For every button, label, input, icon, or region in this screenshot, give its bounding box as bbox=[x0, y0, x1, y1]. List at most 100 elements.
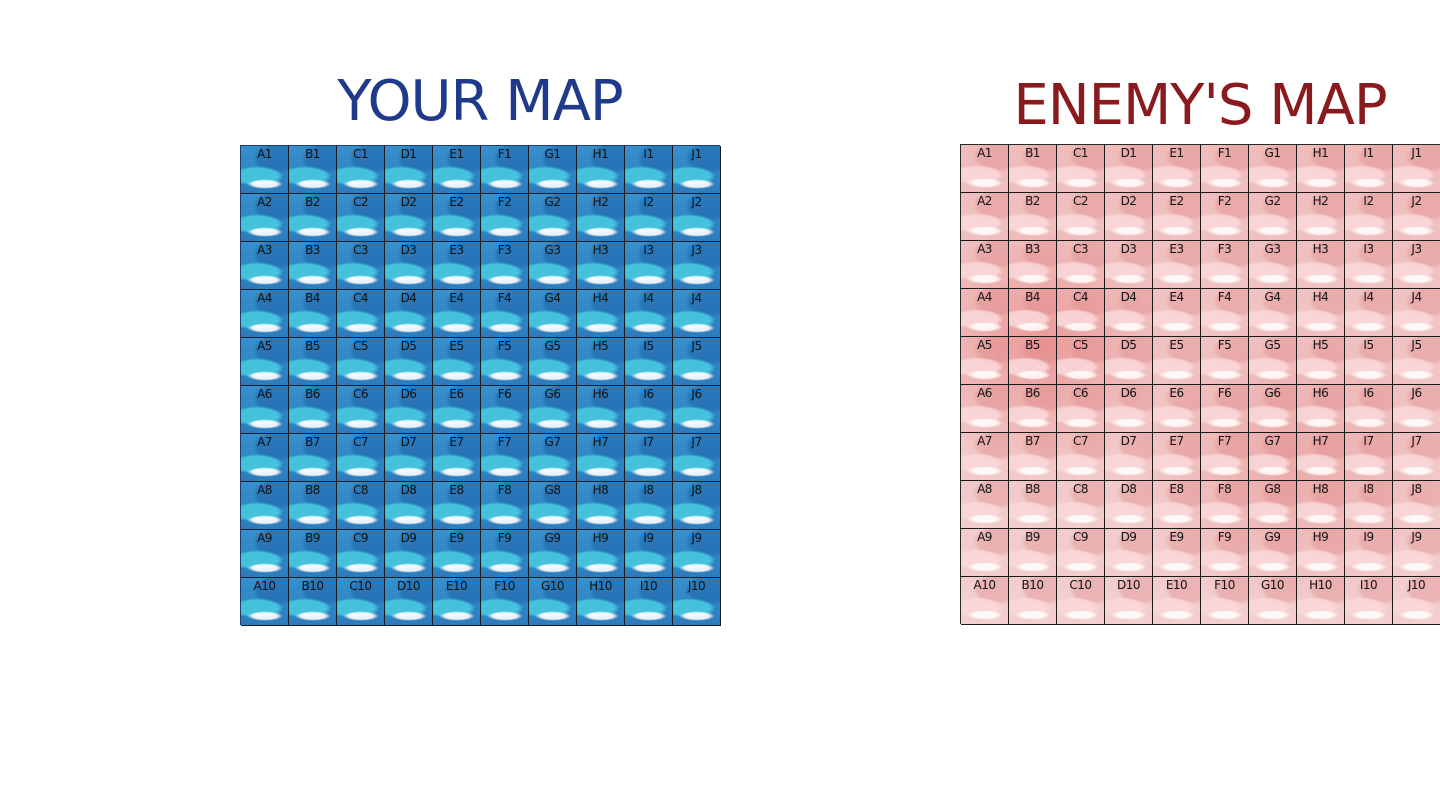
your-map-cell-d5[interactable]: D5 bbox=[385, 338, 433, 386]
your-map-cell-g1[interactable]: G1 bbox=[529, 146, 577, 194]
your-map-cell-c1[interactable]: C1 bbox=[337, 146, 385, 194]
enemy-map-cell-f4[interactable]: F4 bbox=[1201, 289, 1249, 337]
your-map-cell-j6[interactable]: J6 bbox=[673, 386, 721, 434]
your-map-cell-i2[interactable]: I2 bbox=[625, 194, 673, 242]
your-map-cell-h5[interactable]: H5 bbox=[577, 338, 625, 386]
your-map-cell-g9[interactable]: G9 bbox=[529, 530, 577, 578]
enemy-map-cell-i2[interactable]: I2 bbox=[1345, 193, 1393, 241]
your-map-cell-f4[interactable]: F4 bbox=[481, 290, 529, 338]
your-map-cell-e1[interactable]: E1 bbox=[433, 146, 481, 194]
enemy-map-cell-a10[interactable]: A10 bbox=[961, 577, 1009, 625]
your-map-cell-e6[interactable]: E6 bbox=[433, 386, 481, 434]
enemy-map-cell-j7[interactable]: J7 bbox=[1393, 433, 1440, 481]
your-map-cell-i10[interactable]: I10 bbox=[625, 578, 673, 626]
enemy-map-cell-c8[interactable]: C8 bbox=[1057, 481, 1105, 529]
your-map-cell-g4[interactable]: G4 bbox=[529, 290, 577, 338]
enemy-map-cell-b4[interactable]: B4 bbox=[1009, 289, 1057, 337]
enemy-map-cell-a4[interactable]: A4 bbox=[961, 289, 1009, 337]
your-map-cell-g5[interactable]: G5 bbox=[529, 338, 577, 386]
enemy-map-cell-a2[interactable]: A2 bbox=[961, 193, 1009, 241]
enemy-map-cell-j1[interactable]: J1 bbox=[1393, 145, 1440, 193]
your-map-cell-h10[interactable]: H10 bbox=[577, 578, 625, 626]
your-map-cell-j8[interactable]: J8 bbox=[673, 482, 721, 530]
your-map-cell-i6[interactable]: I6 bbox=[625, 386, 673, 434]
your-map-cell-h1[interactable]: H1 bbox=[577, 146, 625, 194]
your-map-cell-a6[interactable]: A6 bbox=[241, 386, 289, 434]
enemy-map-cell-i8[interactable]: I8 bbox=[1345, 481, 1393, 529]
your-map-cell-j7[interactable]: J7 bbox=[673, 434, 721, 482]
your-map-cell-b8[interactable]: B8 bbox=[289, 482, 337, 530]
your-map-cell-c3[interactable]: C3 bbox=[337, 242, 385, 290]
enemy-map-cell-g8[interactable]: G8 bbox=[1249, 481, 1297, 529]
your-map-cell-c2[interactable]: C2 bbox=[337, 194, 385, 242]
your-map-cell-b9[interactable]: B9 bbox=[289, 530, 337, 578]
your-map-cell-c4[interactable]: C4 bbox=[337, 290, 385, 338]
enemy-map-cell-a5[interactable]: A5 bbox=[961, 337, 1009, 385]
your-map-cell-d4[interactable]: D4 bbox=[385, 290, 433, 338]
enemy-map-cell-g9[interactable]: G9 bbox=[1249, 529, 1297, 577]
enemy-map-cell-d5[interactable]: D5 bbox=[1105, 337, 1153, 385]
your-map-cell-e3[interactable]: E3 bbox=[433, 242, 481, 290]
enemy-map-cell-f7[interactable]: F7 bbox=[1201, 433, 1249, 481]
your-map-cell-d1[interactable]: D1 bbox=[385, 146, 433, 194]
your-map-cell-a7[interactable]: A7 bbox=[241, 434, 289, 482]
your-map-cell-b1[interactable]: B1 bbox=[289, 146, 337, 194]
enemy-map-cell-b1[interactable]: B1 bbox=[1009, 145, 1057, 193]
enemy-map-cell-f10[interactable]: F10 bbox=[1201, 577, 1249, 625]
your-map-cell-i7[interactable]: I7 bbox=[625, 434, 673, 482]
your-map-cell-h7[interactable]: H7 bbox=[577, 434, 625, 482]
enemy-map-cell-d2[interactable]: D2 bbox=[1105, 193, 1153, 241]
your-map-cell-e10[interactable]: E10 bbox=[433, 578, 481, 626]
your-map-cell-b10[interactable]: B10 bbox=[289, 578, 337, 626]
enemy-map-cell-h2[interactable]: H2 bbox=[1297, 193, 1345, 241]
your-map-cell-g6[interactable]: G6 bbox=[529, 386, 577, 434]
enemy-map-cell-g5[interactable]: G5 bbox=[1249, 337, 1297, 385]
your-map-cell-a5[interactable]: A5 bbox=[241, 338, 289, 386]
enemy-map-cell-b5[interactable]: B5 bbox=[1009, 337, 1057, 385]
your-map-cell-a3[interactable]: A3 bbox=[241, 242, 289, 290]
enemy-map-cell-e5[interactable]: E5 bbox=[1153, 337, 1201, 385]
enemy-map-cell-f9[interactable]: F9 bbox=[1201, 529, 1249, 577]
enemy-map-cell-g3[interactable]: G3 bbox=[1249, 241, 1297, 289]
enemy-map-cell-a9[interactable]: A9 bbox=[961, 529, 1009, 577]
enemy-map-cell-c1[interactable]: C1 bbox=[1057, 145, 1105, 193]
your-map-cell-f1[interactable]: F1 bbox=[481, 146, 529, 194]
enemy-map-cell-j10[interactable]: J10 bbox=[1393, 577, 1440, 625]
enemy-map-cell-d1[interactable]: D1 bbox=[1105, 145, 1153, 193]
your-map-cell-g8[interactable]: G8 bbox=[529, 482, 577, 530]
your-map-cell-j3[interactable]: J3 bbox=[673, 242, 721, 290]
enemy-map-cell-i3[interactable]: I3 bbox=[1345, 241, 1393, 289]
enemy-map-cell-b9[interactable]: B9 bbox=[1009, 529, 1057, 577]
your-map-cell-e2[interactable]: E2 bbox=[433, 194, 481, 242]
enemy-map-cell-a1[interactable]: A1 bbox=[961, 145, 1009, 193]
enemy-map-cell-d9[interactable]: D9 bbox=[1105, 529, 1153, 577]
enemy-map-cell-a7[interactable]: A7 bbox=[961, 433, 1009, 481]
enemy-map-cell-c6[interactable]: C6 bbox=[1057, 385, 1105, 433]
your-map-cell-d6[interactable]: D6 bbox=[385, 386, 433, 434]
your-map-cell-i3[interactable]: I3 bbox=[625, 242, 673, 290]
your-map-cell-d7[interactable]: D7 bbox=[385, 434, 433, 482]
enemy-map-cell-f5[interactable]: F5 bbox=[1201, 337, 1249, 385]
your-map-cell-i4[interactable]: I4 bbox=[625, 290, 673, 338]
your-map-cell-a1[interactable]: A1 bbox=[241, 146, 289, 194]
enemy-map-cell-g4[interactable]: G4 bbox=[1249, 289, 1297, 337]
your-map-cell-h2[interactable]: H2 bbox=[577, 194, 625, 242]
your-map-cell-d3[interactable]: D3 bbox=[385, 242, 433, 290]
enemy-map-cell-e8[interactable]: E8 bbox=[1153, 481, 1201, 529]
your-map-cell-a4[interactable]: A4 bbox=[241, 290, 289, 338]
enemy-map-cell-c7[interactable]: C7 bbox=[1057, 433, 1105, 481]
enemy-map-cell-d7[interactable]: D7 bbox=[1105, 433, 1153, 481]
your-map-cell-e7[interactable]: E7 bbox=[433, 434, 481, 482]
your-map-cell-b2[interactable]: B2 bbox=[289, 194, 337, 242]
your-map-cell-a9[interactable]: A9 bbox=[241, 530, 289, 578]
enemy-map-cell-i4[interactable]: I4 bbox=[1345, 289, 1393, 337]
enemy-map-cell-h3[interactable]: H3 bbox=[1297, 241, 1345, 289]
your-map-cell-f10[interactable]: F10 bbox=[481, 578, 529, 626]
enemy-map-cell-h7[interactable]: H7 bbox=[1297, 433, 1345, 481]
enemy-map-cell-c2[interactable]: C2 bbox=[1057, 193, 1105, 241]
your-map-cell-d8[interactable]: D8 bbox=[385, 482, 433, 530]
your-map-cell-f6[interactable]: F6 bbox=[481, 386, 529, 434]
enemy-map-cell-d4[interactable]: D4 bbox=[1105, 289, 1153, 337]
your-map-cell-h4[interactable]: H4 bbox=[577, 290, 625, 338]
enemy-map-cell-b7[interactable]: B7 bbox=[1009, 433, 1057, 481]
